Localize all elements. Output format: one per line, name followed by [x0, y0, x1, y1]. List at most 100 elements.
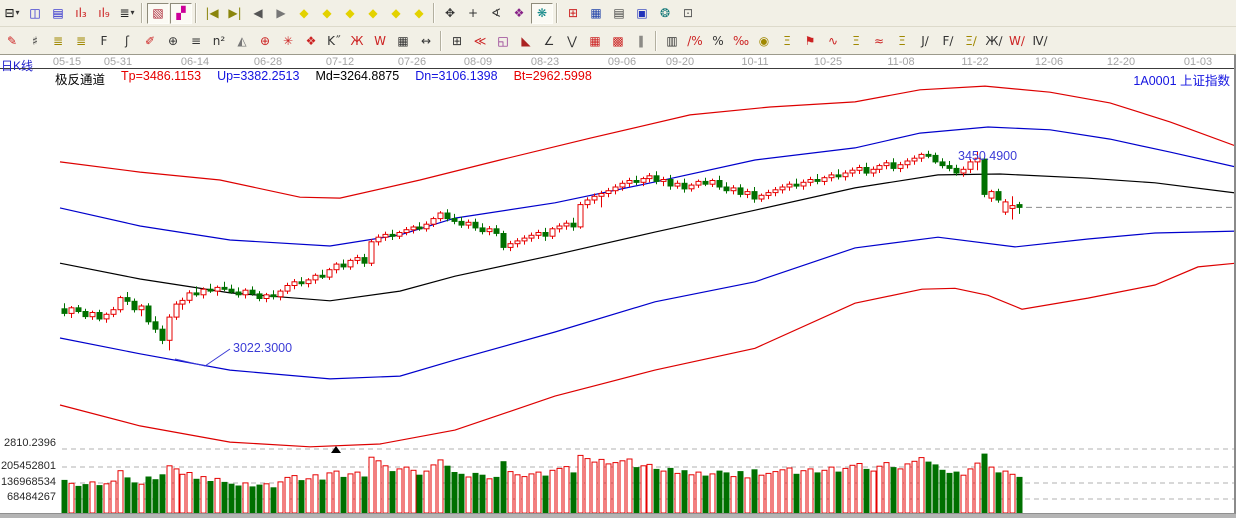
- volume-bar: [716, 470, 723, 514]
- volume-bar: [298, 480, 305, 514]
- period-day-menu-icon[interactable]: ⊟ ▾: [4, 6, 20, 20]
- candle-body: [486, 228, 493, 233]
- prev-page-icon[interactable]: ◀: [253, 6, 263, 20]
- cycle-circle-icon[interactable]: ⊕: [167, 33, 179, 48]
- marker-pen-icon[interactable]: ✐: [144, 33, 156, 48]
- save-icon[interactable]: ▣: [636, 6, 648, 20]
- parallel-lines-icon[interactable]: ∥: [638, 33, 644, 48]
- shen-angle-icon[interactable]: Ж∕: [985, 33, 1003, 48]
- candle-body: [946, 165, 953, 169]
- candle-body: [598, 193, 605, 197]
- info-view-icon[interactable]: ▤: [52, 6, 64, 20]
- volume-bar: [758, 474, 765, 514]
- grid-lines-icon[interactable]: ♯: [32, 33, 38, 48]
- network-icon[interactable]: ❂: [659, 6, 671, 20]
- candle-body: [849, 169, 856, 174]
- pattern-tool-icon[interactable]: ❋: [531, 2, 553, 24]
- fibonacci-lines-icon[interactable]: F: [100, 33, 108, 48]
- expand-frame-icon[interactable]: ⊞: [451, 33, 463, 48]
- diamond-updown-icon[interactable]: ◆: [345, 6, 355, 20]
- calculator-icon[interactable]: ▦: [590, 6, 602, 20]
- candle-body: [535, 232, 542, 236]
- count-grid-icon[interactable]: ▦: [397, 33, 409, 48]
- minute-3-chart-icon[interactable]: ıl₃: [75, 6, 87, 20]
- grid-arrow-icon[interactable]: ▩: [612, 33, 624, 48]
- draw-pen-icon[interactable]: ✎: [6, 33, 18, 48]
- candle-body: [145, 305, 152, 323]
- flag-pen-icon[interactable]: ⚑: [804, 33, 816, 48]
- wave-2-icon[interactable]: ≈: [873, 33, 885, 48]
- gold-line-icon[interactable]: Ξ: [783, 33, 791, 48]
- volume-price-chart-icon[interactable]: ▞: [170, 2, 192, 24]
- fan-box-red-icon[interactable]: ◣: [521, 33, 531, 48]
- gold-wave-icon[interactable]: Ξ: [852, 33, 860, 48]
- gann-target-icon[interactable]: ⊕: [259, 33, 271, 48]
- gold-section-2-icon[interactable]: ≣: [75, 33, 87, 48]
- fan-box-purple-icon[interactable]: ◱: [497, 33, 509, 48]
- angle-line-icon[interactable]: ◭: [237, 33, 247, 48]
- fan-lines-icon[interactable]: ≪: [473, 33, 487, 48]
- gold-angle-icon[interactable]: Ξ∕: [965, 33, 977, 48]
- shen-grid-icon[interactable]: Ж: [350, 33, 364, 48]
- volume-bar: [751, 469, 758, 514]
- f-angle-icon[interactable]: F∕: [942, 33, 954, 48]
- gann-flower-icon[interactable]: ✳: [282, 33, 294, 48]
- candle-body: [918, 153, 925, 159]
- first-page-icon[interactable]: |◀: [205, 6, 219, 20]
- n-square-icon[interactable]: n²: [212, 33, 226, 48]
- trend-chart-icon[interactable]: ◫: [29, 6, 41, 20]
- angle-tool-icon[interactable]: ∢: [490, 6, 502, 20]
- bar-count-icon[interactable]: ≡: [190, 33, 202, 48]
- diamond-all-icon[interactable]: ◆: [414, 6, 424, 20]
- ruler-tool-icon[interactable]: ❖: [513, 6, 525, 20]
- trend-angle-icon[interactable]: ∠: [543, 33, 555, 48]
- compress-menu-icon[interactable]: ≣ ▾: [119, 6, 135, 20]
- diamond-left-icon[interactable]: ◆: [299, 6, 309, 20]
- volume-bar: [375, 460, 382, 514]
- dynamic-quote-icon[interactable]: ▧: [147, 2, 169, 24]
- grid-red-icon[interactable]: ▦: [589, 33, 601, 48]
- diamond-right-icon[interactable]: ◆: [322, 6, 332, 20]
- candle-body: [744, 191, 751, 195]
- zigzag-icon[interactable]: ⋁: [567, 33, 577, 48]
- percent-line-icon[interactable]: ‰: [732, 33, 750, 48]
- candle-body: [807, 179, 814, 183]
- candle-body: [354, 257, 361, 261]
- volume-bar: [897, 468, 904, 514]
- crosshair-icon[interactable]: +: [467, 6, 479, 20]
- diamond-compress-icon[interactable]: ◆: [391, 6, 401, 20]
- stat-bars-icon[interactable]: ▥: [666, 33, 678, 48]
- span-arrows-icon[interactable]: ↔: [420, 33, 432, 48]
- win-angle-icon[interactable]: W∕: [1009, 33, 1025, 48]
- gann-box-icon[interactable]: ❖: [305, 33, 317, 48]
- notes-icon[interactable]: ▤: [613, 6, 625, 20]
- print-icon[interactable]: ⊡: [682, 6, 694, 20]
- candle-body: [737, 187, 744, 195]
- gold-section-1-icon[interactable]: ≣: [52, 33, 64, 48]
- candle-body: [653, 175, 660, 182]
- gold-circle-icon[interactable]: ◉: [758, 33, 770, 48]
- volume-bar: [828, 466, 835, 514]
- spiral-tool-icon[interactable]: ʃ: [124, 33, 130, 48]
- minute-9-chart-icon[interactable]: ıl₉: [98, 6, 110, 20]
- gold-channel-icon[interactable]: Ξ: [898, 33, 906, 48]
- next-page-icon[interactable]: ▶: [276, 6, 286, 20]
- toolbar-separator: [440, 30, 442, 51]
- candle-body: [298, 281, 305, 285]
- volume-bar: [633, 467, 640, 514]
- j-angle-icon[interactable]: J∕: [921, 33, 929, 48]
- wave-1-icon[interactable]: ∿: [827, 33, 839, 48]
- candle-body: [793, 183, 800, 187]
- percent-icon[interactable]: %: [712, 33, 724, 48]
- last-page-icon[interactable]: ▶|: [228, 6, 242, 20]
- percent-zone-icon[interactable]: /%: [687, 33, 703, 48]
- diamond-expand-icon[interactable]: ◆: [368, 6, 378, 20]
- volume-bar: [354, 471, 361, 514]
- calendar-icon[interactable]: ⊞: [567, 6, 579, 20]
- pan-hand-icon[interactable]: ✥: [444, 6, 456, 20]
- win-grid-icon[interactable]: W: [374, 33, 386, 48]
- four-angle-icon[interactable]: Ⅳ∕: [1032, 33, 1048, 48]
- k-mark-icon[interactable]: K˝: [327, 33, 341, 48]
- candle-body: [911, 157, 918, 162]
